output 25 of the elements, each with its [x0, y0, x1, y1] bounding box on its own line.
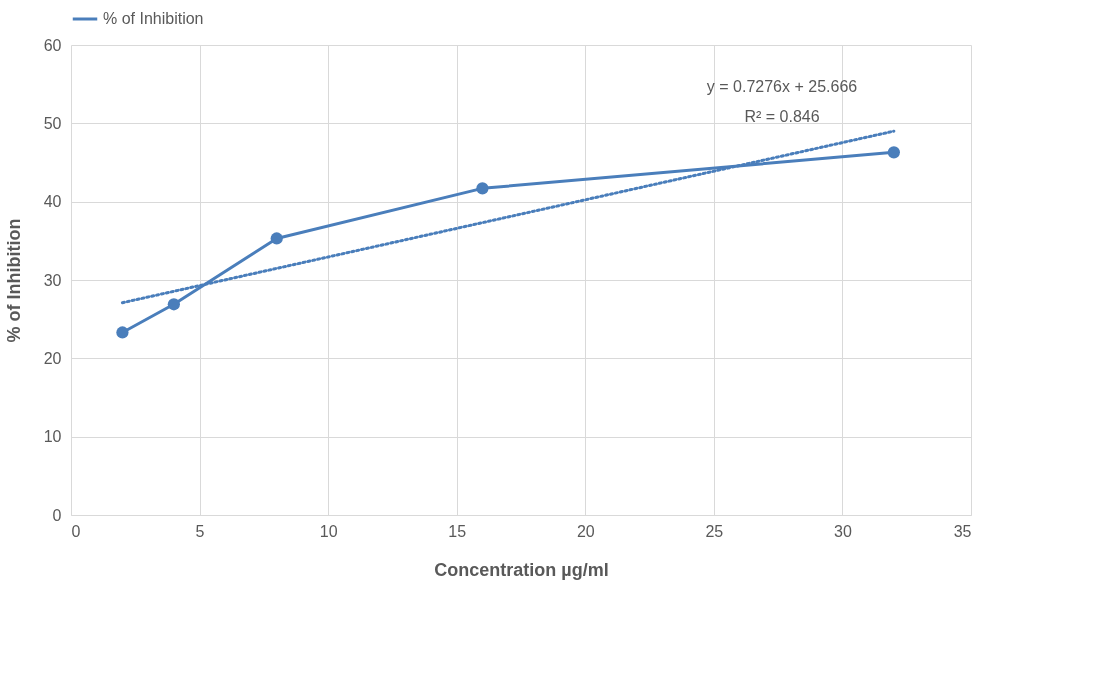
- annotation: y = 0.7276x + 25.666: [706, 78, 858, 95]
- y-tick-label: 50: [43, 114, 62, 132]
- point: [167, 298, 180, 311]
- x-tick-label: 35: [953, 522, 972, 540]
- y-tick-label: 20: [43, 349, 62, 367]
- y-tick-label: 60: [43, 36, 62, 54]
- y-axis-title: % of Inhibition: [3, 218, 24, 343]
- x-tick-label: 0: [71, 522, 81, 540]
- x-tick-label: 10: [319, 522, 338, 540]
- point: [887, 146, 900, 159]
- x-axis-title: Concentration µg/ml: [434, 559, 609, 580]
- x-tick-label: 5: [195, 522, 205, 540]
- x-tick-label: 15: [448, 522, 467, 540]
- y-tick-label: 0: [52, 506, 62, 524]
- point: [476, 182, 489, 195]
- point: [270, 232, 283, 245]
- x-tick-label: 25: [705, 522, 724, 540]
- annotation: R² = 0.846: [744, 108, 820, 125]
- x-tick-label: 30: [834, 522, 852, 540]
- y-tick-label: 10: [43, 428, 62, 446]
- point: [116, 326, 129, 339]
- y-tick-label: 30: [43, 271, 62, 289]
- x-tick-label: 20: [576, 522, 595, 540]
- legend-label: % of Inhibition: [103, 10, 204, 27]
- y-tick-label: 40: [43, 193, 62, 211]
